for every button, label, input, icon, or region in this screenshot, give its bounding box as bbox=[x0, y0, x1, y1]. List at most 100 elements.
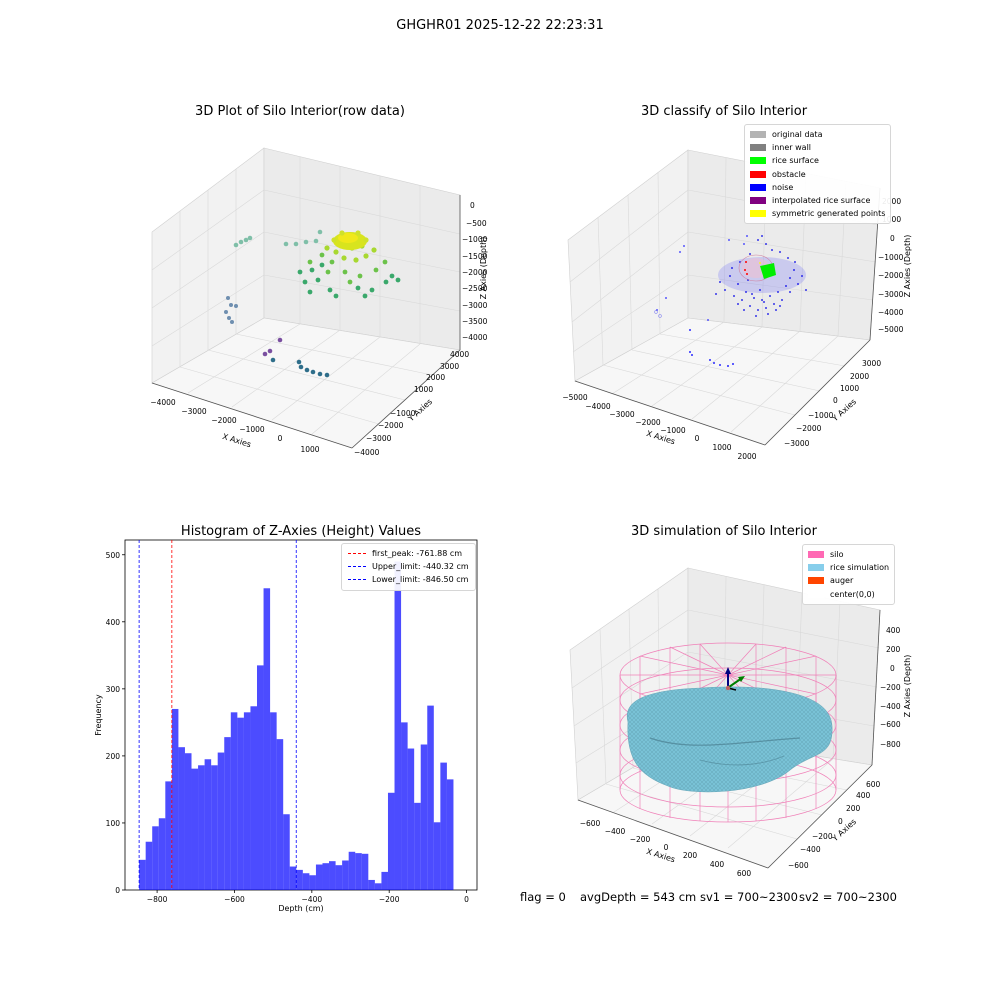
panel1-ytick: 3000 bbox=[440, 362, 459, 371]
histogram-bar bbox=[198, 765, 205, 890]
panel4-ztick: −400 bbox=[880, 702, 901, 711]
legend-item-upper-limit: Upper_limit: -440.32 cm bbox=[348, 560, 469, 573]
panel2-title: 3D classify of Silo Interior bbox=[640, 104, 808, 119]
status-flag: flag = 0 bbox=[520, 890, 566, 904]
legend-item-obstacle: obstacle bbox=[750, 168, 885, 181]
panel4-ytick: 600 bbox=[866, 780, 881, 789]
histogram-bar bbox=[329, 861, 336, 890]
panel4-ztick: 400 bbox=[886, 626, 901, 635]
panel1-zlabel: Z Axies (Depth) bbox=[479, 237, 488, 300]
legend-item-inner-wall: inner wall bbox=[750, 141, 885, 154]
histogram-xtick-label: −800 bbox=[147, 895, 168, 904]
histogram-bar bbox=[315, 864, 323, 890]
panel1-ztick: −3500 bbox=[462, 317, 488, 326]
panel4-xtick: 600 bbox=[737, 869, 752, 878]
panel1-ytick: −1000 bbox=[390, 409, 416, 418]
histogram-bar bbox=[309, 875, 316, 890]
panel2-ytick: −1000 bbox=[808, 411, 834, 420]
legend-item-rice-simulation: rice simulation bbox=[808, 561, 889, 574]
panel1-title: 3D Plot of Silo Interior(row data) bbox=[195, 104, 405, 119]
legend-label: interpolated rice surface bbox=[772, 196, 871, 206]
legend-label: obstacle bbox=[772, 169, 806, 179]
panel2-ytick: 0 bbox=[833, 396, 838, 405]
legend-swatch bbox=[808, 551, 824, 559]
histogram-bar bbox=[191, 768, 199, 890]
histogram-bar bbox=[230, 712, 238, 890]
panel1-ytick: 2000 bbox=[426, 373, 445, 382]
panel2-xtick: 1000 bbox=[712, 443, 731, 452]
legend-line bbox=[348, 553, 366, 555]
histogram-xtick-label: 0 bbox=[464, 895, 469, 904]
histogram-xlabel: Depth (cm) bbox=[278, 904, 323, 913]
legend-item-rice-surface: rice surface bbox=[750, 154, 885, 167]
legend-item-noise: noise bbox=[750, 181, 885, 194]
panel2-ytick: 1000 bbox=[840, 384, 859, 393]
legend-swatch bbox=[808, 590, 824, 598]
legend-swatch bbox=[750, 144, 766, 152]
panel1-xtick: −1000 bbox=[239, 425, 265, 434]
histogram-bar bbox=[184, 753, 192, 890]
legend-label: silo bbox=[830, 550, 844, 560]
panel2-ytick: −2000 bbox=[796, 424, 822, 433]
legend-swatch bbox=[750, 131, 766, 139]
histogram-bar bbox=[446, 779, 454, 890]
legend-item-symmetric-generated-points: symmetric generated points bbox=[750, 207, 885, 220]
panel4-ztick: −800 bbox=[880, 740, 901, 749]
legend-label: Lower_limit: -846.50 cm bbox=[372, 575, 469, 585]
histogram-ytick-label: 400 bbox=[106, 618, 121, 627]
legend-item-silo: silo bbox=[808, 548, 889, 561]
legend-line bbox=[348, 566, 366, 568]
panel1-xtick: −4000 bbox=[150, 398, 176, 407]
legend-swatch bbox=[750, 183, 766, 191]
panel1-xtick: −2000 bbox=[211, 416, 237, 425]
figure-title: GHGHR01 2025-12-22 22:23:31 bbox=[396, 18, 604, 33]
histogram-bar bbox=[289, 866, 297, 890]
histogram-bar bbox=[217, 752, 225, 890]
legend-item-first-peak: first_peak: -761.88 cm bbox=[348, 547, 469, 560]
panel4-ztick: −200 bbox=[880, 683, 901, 692]
histogram-bar bbox=[361, 853, 369, 890]
panel1-ztick: −3000 bbox=[462, 301, 488, 310]
panel2-ztick: −5000 bbox=[878, 325, 904, 334]
legend-swatch bbox=[750, 210, 766, 218]
histogram-bar bbox=[401, 722, 408, 890]
histogram-bar bbox=[381, 871, 388, 890]
histogram-bar bbox=[342, 860, 349, 890]
panel4-ylabel: Y Axies bbox=[830, 817, 858, 844]
legend-swatch bbox=[750, 170, 766, 178]
panel2-ztick: −3000 bbox=[878, 290, 904, 299]
histogram-bar bbox=[243, 712, 251, 890]
histogram-bar bbox=[158, 818, 166, 890]
panel1-xtick: 1000 bbox=[300, 445, 319, 454]
panel4-title: 3D simulation of Silo Interior bbox=[631, 524, 817, 539]
histogram-legend: first_peak: -761.88 cm Upper_limit: -440… bbox=[341, 543, 476, 591]
legend-label: auger bbox=[830, 576, 854, 586]
panel4-legend: silo rice simulation auger center(0,0) bbox=[802, 544, 896, 605]
panel2-xtick: 2000 bbox=[737, 452, 756, 461]
panel4-ytick: −200 bbox=[812, 832, 833, 841]
legend-swatch bbox=[808, 577, 824, 585]
legend-item-original-data: original data bbox=[750, 128, 885, 141]
panel2-ytick: −3000 bbox=[784, 439, 810, 448]
panel2-xtick: −4000 bbox=[585, 402, 611, 411]
panel2-xtick: 0 bbox=[695, 434, 700, 443]
histogram-bar bbox=[420, 744, 428, 890]
panel4-xtick: −400 bbox=[605, 827, 626, 836]
panel1-ztick: −2500 bbox=[462, 284, 488, 293]
histogram-title: Histogram of Z-Axies (Height) Values bbox=[180, 524, 422, 539]
panel2-zlabel: Z Axies (Depth) bbox=[903, 235, 912, 298]
histogram-bar bbox=[322, 863, 330, 890]
panel2-ytick: 2000 bbox=[850, 372, 869, 381]
panel4-ytick: 200 bbox=[846, 804, 861, 813]
panel4-xtick: 400 bbox=[710, 860, 725, 869]
histogram-bar bbox=[283, 814, 290, 890]
panel4-zlabel: Z Axies (Depth) bbox=[903, 655, 912, 718]
panel2-ztick: −1000 bbox=[878, 253, 904, 262]
status-sv1: sv1 = 700~2300 bbox=[700, 890, 798, 904]
histogram-bar bbox=[433, 822, 441, 890]
legend-label: original data bbox=[772, 130, 823, 140]
legend-label: rice surface bbox=[772, 156, 819, 166]
panel4-ztick: 0 bbox=[890, 664, 895, 673]
histogram-bar bbox=[237, 717, 244, 890]
